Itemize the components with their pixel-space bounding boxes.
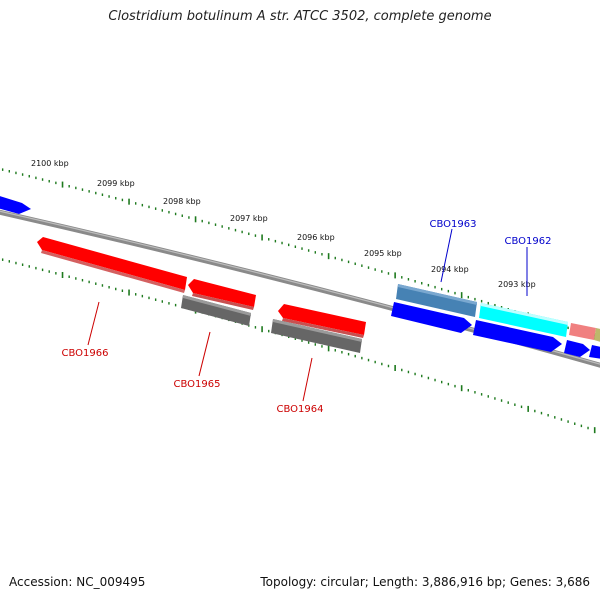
callout-line-cbo1963 xyxy=(440,228,453,283)
callout-line-cbo1964 xyxy=(302,357,313,402)
gene-arrow[interactable] xyxy=(473,320,562,352)
gene-cbo1965-red-arrow[interactable] xyxy=(188,279,256,310)
gene-cbo1962-arrow[interactable] xyxy=(479,303,568,337)
gene-arrow[interactable] xyxy=(564,340,590,357)
topology-label: Topology: circular; Length: 3,886,916 bp… xyxy=(260,575,590,589)
gene-cbo1964-red-arrow[interactable] xyxy=(278,304,366,338)
scale-label: 2097 kbp xyxy=(230,214,268,223)
scale-label: 2094 kbp xyxy=(431,265,469,274)
gene-cbo1963-arrow[interactable] xyxy=(396,284,477,317)
gene-label-cbo1962[interactable]: CBO1962 xyxy=(505,236,552,247)
gene-features xyxy=(0,193,600,360)
gene-label-cbo1966[interactable]: CBO1966 xyxy=(62,348,109,359)
scale-label: 2096 kbp xyxy=(297,233,335,242)
callout-line-cbo1965 xyxy=(198,331,211,377)
gene-cbo1964-gray-block[interactable] xyxy=(271,319,362,353)
gene-callouts: CBO1966 CBO1965 CBO1964 CBO1963 CBO1962 xyxy=(62,219,552,415)
scale-label: 2093 kbp xyxy=(498,280,536,289)
gene-cbo1966-arrow[interactable] xyxy=(37,237,187,293)
callout-line-cbo1966 xyxy=(87,301,100,346)
scale-label: 2095 kbp xyxy=(364,249,402,258)
gene-arrow[interactable] xyxy=(589,345,600,360)
scale-label: 2098 kbp xyxy=(163,197,201,206)
gene-arrow[interactable] xyxy=(0,193,31,214)
gene-label-cbo1964[interactable]: CBO1964 xyxy=(277,404,324,415)
accession-label: Accession: NC_009495 xyxy=(9,575,146,589)
scale-label: 2099 kbp xyxy=(97,179,135,188)
gene-cbo1965-gray-block[interactable] xyxy=(181,295,251,326)
genome-title: Clostridium botulinum A str. ATCC 3502, … xyxy=(108,9,492,24)
gene-label-cbo1965[interactable]: CBO1965 xyxy=(174,379,221,390)
scale-labels: 2100 kbp 2099 kbp 2098 kbp 2097 kbp 2096 kbp… xyxy=(31,159,536,289)
gene-salmon-block[interactable] xyxy=(569,323,596,340)
gene-arrow[interactable] xyxy=(391,302,472,333)
gene-label-cbo1963[interactable]: CBO1963 xyxy=(430,219,477,230)
tick-marks xyxy=(1,168,596,434)
scale-label: 2100 kbp xyxy=(31,159,69,168)
gene-khaki-block[interactable] xyxy=(594,328,600,344)
